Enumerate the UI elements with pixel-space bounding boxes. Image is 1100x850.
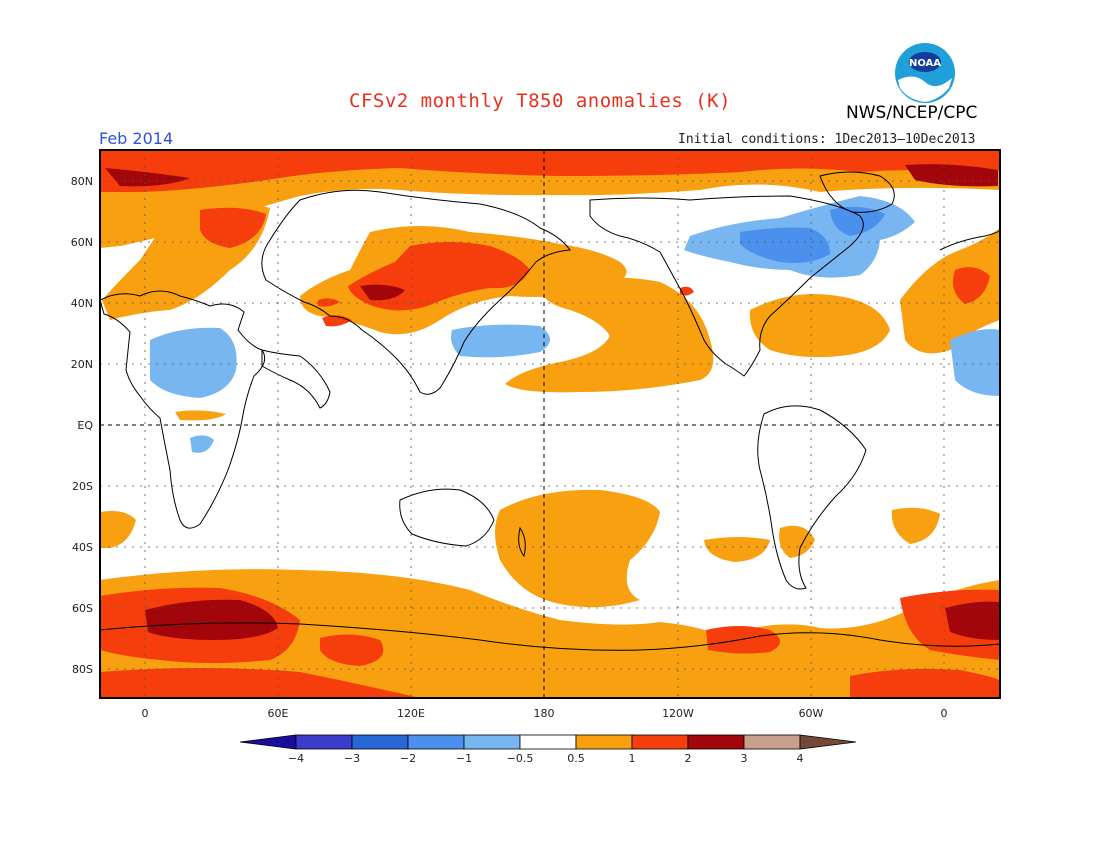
lon-label: 180 [534,707,555,720]
anomaly-region-north-atlantic [680,286,890,358]
lat-label: 20N [71,358,93,371]
lon-label: 60W [799,707,824,720]
longitude-labels: 0 60E 120E 180 120W 60W 0 [142,707,948,720]
anomaly-contour [200,207,266,248]
colorbar-cell [463,734,521,750]
lon-label: 120E [397,707,425,720]
anomaly-contour [100,569,1000,698]
anomaly-contour [891,507,940,544]
anomaly-contour [320,634,384,666]
colorbar-tick: 3 [741,752,748,765]
anomaly-contour [950,329,1000,396]
lon-label: 120W [662,707,694,720]
anomaly-contour [706,626,780,654]
anomaly-contour [360,284,405,301]
anomaly-contour [100,150,1000,192]
anomaly-contour [740,227,830,263]
initial-conditions-label: Initial conditions: 1Dec2013–10Dec2013 [678,132,976,147]
anomaly-region-north-america [684,196,915,278]
month-label: Feb 2014 [99,129,174,148]
anomaly-contour [945,601,1000,640]
anomaly-region-asia [300,226,627,335]
anomaly-contour [779,525,815,558]
anomaly-contour [150,327,237,398]
colorbar-tick: −0.5 [507,752,534,765]
anomaly-contour [100,511,136,548]
lon-label: 0 [142,707,149,720]
anomaly-contour [495,489,660,608]
anomaly-contour [190,435,214,453]
latitude-labels: 80N 60N 40N 20N EQ 20S 40S 60S 80S [71,175,94,676]
colorbar-tick: −4 [288,752,304,765]
anomaly-contour [749,294,890,358]
colorbar-cell [407,734,465,750]
lon-label: 0 [941,707,948,720]
colorbar-tick: −3 [344,752,360,765]
anomaly-contour [680,286,694,296]
colorbar-tick: 1 [629,752,636,765]
organization-label: NWS/NCEP/CPC [846,103,978,123]
anomaly-contour [900,228,1000,354]
graticule [100,150,1000,698]
colorbar-cell [351,734,409,750]
colorbar-tick: 2 [685,752,692,765]
lat-label: EQ [77,419,93,432]
anomaly-contour [451,324,550,358]
map-plot-area [100,150,1000,698]
noaa-logo-icon: NOAA [895,43,955,103]
anomaly-contour [850,668,1000,698]
anomaly-contour [952,267,990,304]
colorbar-tick: 0.5 [567,752,585,765]
map-frame [99,149,1001,699]
colorbar-cell [687,734,745,750]
colorbar-cell [239,734,297,750]
anomaly-contour [318,298,340,307]
anomaly-region-arctic [100,150,1000,248]
anomaly-contour [100,668,420,698]
colorbar-cell [295,734,353,750]
colorbar-cell [631,734,689,750]
colorbar-tick: 4 [797,752,804,765]
colorbar-ticks: −4 −3 −2 −1 −0.5 0.5 1 2 3 4 [288,752,804,765]
anomaly-region-west-europe [900,228,1000,354]
anomaly-region-south-pacific [100,489,940,608]
anomaly-contour [704,537,770,562]
colorbar-cell [575,734,633,750]
colorbar-tick: −1 [456,752,472,765]
anomaly-contour [905,164,998,187]
anomaly-contour [175,410,226,421]
lat-label: 40S [72,541,93,554]
colorbar-cell [519,734,577,750]
anomaly-contour [145,599,278,640]
lon-label: 60E [268,707,289,720]
anomaly-contour [105,168,190,187]
lat-label: 80N [71,175,93,188]
colorbar [239,734,857,750]
anomaly-contour [100,150,1000,248]
anomaly-region-africa [150,327,1000,453]
lat-label: 60N [71,236,93,249]
lat-label: 20S [72,480,93,493]
lat-label: 40N [71,297,93,310]
anomaly-region-southern-ocean [100,569,1000,698]
chart-title: CFSv2 monthly T850 anomalies (K) [349,90,732,112]
coastlines [100,171,1000,651]
lat-label: 60S [72,602,93,615]
lat-label: 80S [72,663,93,676]
colorbar-cell [743,734,801,750]
colorbar-tick: −2 [400,752,416,765]
anomaly-contour [830,206,885,236]
anomaly-contour [510,644,545,657]
anomaly-contour [440,610,480,629]
anomaly-region-europe [102,199,270,320]
colorbar-cell [799,734,857,750]
logo-text: NOAA [909,58,941,69]
